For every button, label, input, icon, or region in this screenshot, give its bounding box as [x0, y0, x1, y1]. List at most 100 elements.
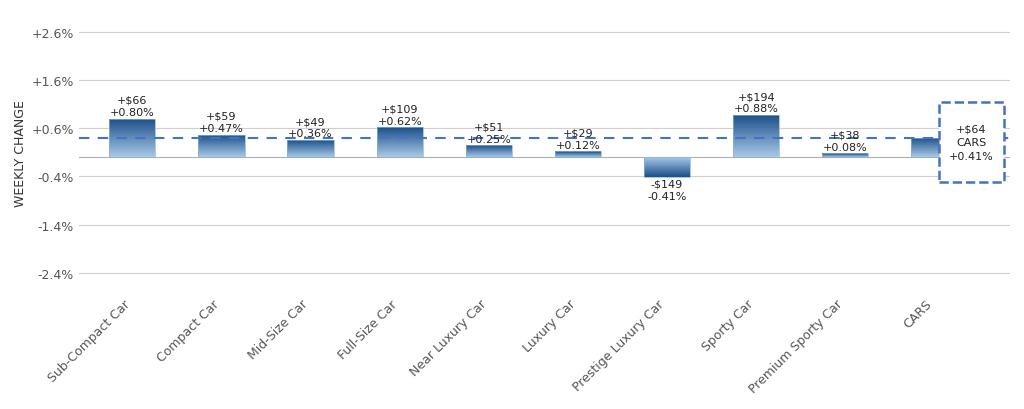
Bar — [733, 130, 779, 131]
Bar — [733, 138, 779, 139]
Bar — [733, 119, 779, 120]
Bar — [377, 130, 423, 131]
Bar — [110, 132, 156, 133]
Bar — [733, 145, 779, 146]
Bar — [377, 141, 423, 142]
Bar — [733, 147, 779, 148]
Bar — [199, 151, 245, 152]
Bar — [377, 147, 423, 148]
Bar — [733, 140, 779, 141]
Bar — [110, 138, 156, 139]
Bar — [377, 133, 423, 134]
Bar — [110, 141, 156, 142]
Bar — [377, 152, 423, 153]
Bar — [377, 131, 423, 132]
Bar — [199, 135, 245, 158]
Bar — [110, 155, 156, 156]
Bar — [110, 148, 156, 149]
Bar — [733, 144, 779, 145]
Bar — [110, 135, 156, 136]
Bar — [110, 145, 156, 146]
Bar — [733, 149, 779, 150]
Bar — [377, 155, 423, 156]
Bar — [110, 122, 156, 123]
Bar — [110, 127, 156, 128]
Bar — [199, 139, 245, 140]
Bar — [110, 119, 156, 120]
Bar — [199, 150, 245, 151]
Bar — [199, 140, 245, 141]
Bar — [110, 157, 156, 158]
Bar — [733, 116, 779, 158]
Bar — [199, 152, 245, 153]
Bar — [110, 136, 156, 137]
Bar — [733, 127, 779, 128]
Bar — [110, 123, 156, 124]
Bar — [110, 129, 156, 130]
Bar — [555, 152, 601, 158]
Bar — [733, 116, 779, 117]
Bar — [939, 103, 1004, 183]
Bar — [199, 147, 245, 148]
Text: +$66
+0.80%: +$66 +0.80% — [110, 96, 155, 118]
Bar — [199, 145, 245, 146]
Bar — [733, 148, 779, 149]
Bar — [199, 135, 245, 136]
Bar — [733, 136, 779, 137]
Bar — [733, 134, 779, 135]
Bar — [199, 137, 245, 138]
Bar — [377, 154, 423, 155]
Bar — [733, 123, 779, 124]
Bar — [733, 120, 779, 121]
Bar — [377, 132, 423, 133]
Text: +$64
CARS
+0.41%: +$64 CARS +0.41% — [949, 124, 993, 162]
Bar — [110, 146, 156, 147]
Bar — [377, 136, 423, 137]
Bar — [733, 131, 779, 132]
Bar — [733, 143, 779, 144]
Bar — [466, 146, 512, 158]
Bar — [644, 158, 690, 178]
Bar — [110, 124, 156, 125]
Bar — [377, 153, 423, 154]
Bar — [110, 137, 156, 138]
Bar — [377, 157, 423, 158]
Bar — [733, 153, 779, 154]
Bar — [377, 129, 423, 130]
Bar — [377, 149, 423, 150]
Bar — [199, 156, 245, 157]
Bar — [733, 142, 779, 143]
Bar — [377, 151, 423, 152]
Bar — [377, 128, 423, 129]
Bar — [733, 133, 779, 134]
Bar — [733, 151, 779, 152]
Bar — [911, 138, 957, 158]
Bar — [822, 154, 868, 158]
Text: +$49
+0.36%: +$49 +0.36% — [288, 117, 333, 139]
Bar — [110, 126, 156, 127]
Bar — [110, 130, 156, 131]
Bar — [377, 138, 423, 139]
Bar — [110, 125, 156, 126]
Bar — [733, 135, 779, 136]
Bar — [733, 141, 779, 142]
Bar — [377, 128, 423, 158]
Bar — [110, 131, 156, 132]
Bar — [110, 119, 156, 158]
Bar — [377, 143, 423, 144]
Bar — [110, 128, 156, 129]
Bar — [110, 142, 156, 143]
Bar — [199, 143, 245, 144]
Bar — [377, 139, 423, 140]
Bar — [733, 139, 779, 140]
Bar — [377, 146, 423, 147]
Bar — [733, 121, 779, 122]
Bar — [377, 145, 423, 146]
Bar — [733, 154, 779, 155]
Text: +$51
+0.25%: +$51 +0.25% — [466, 122, 511, 144]
Bar — [288, 141, 334, 158]
Bar — [199, 153, 245, 154]
Bar — [733, 118, 779, 119]
Text: +$194
+0.88%: +$194 +0.88% — [734, 92, 778, 114]
Bar — [110, 149, 156, 150]
